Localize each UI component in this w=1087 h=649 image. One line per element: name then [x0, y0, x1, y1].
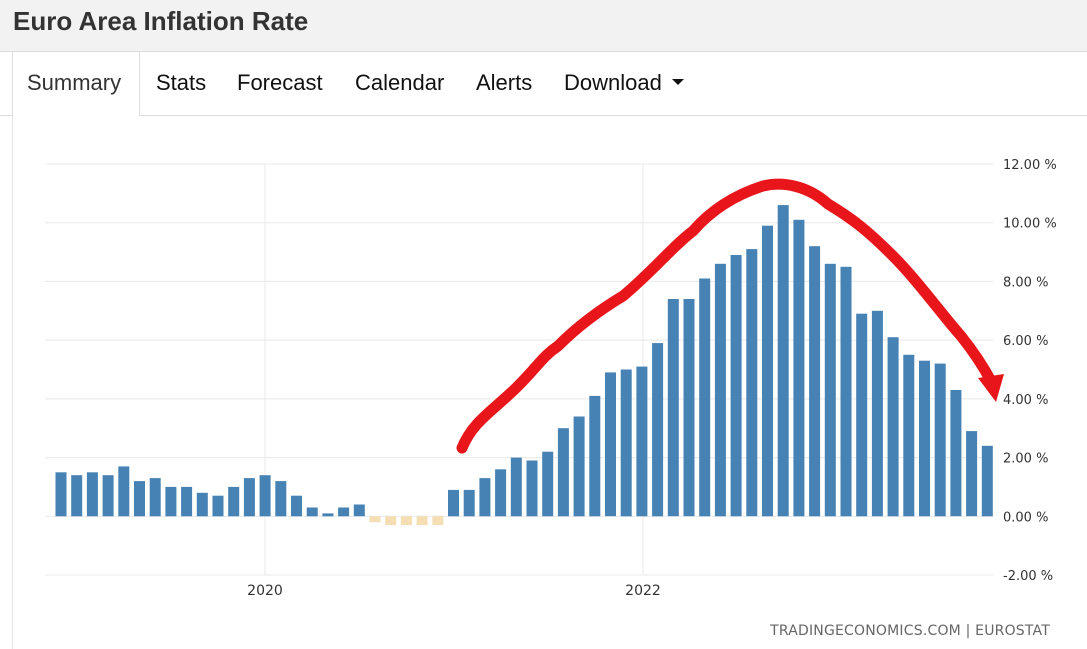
bar	[259, 475, 271, 517]
bar	[212, 495, 224, 517]
bar	[526, 460, 538, 517]
tab-alerts[interactable]: Alerts	[476, 70, 533, 95]
bar	[495, 469, 507, 517]
bar	[291, 495, 302, 517]
bar	[149, 478, 161, 517]
y-tick-label: -2.00 %	[1003, 569, 1053, 584]
x-tick-label: 2020	[247, 583, 283, 599]
bar-negative	[400, 516, 412, 526]
bar	[699, 278, 711, 517]
bar	[919, 360, 930, 517]
y-tick-label: 8.00 %	[1003, 275, 1048, 290]
bar	[275, 481, 287, 517]
bar	[887, 337, 899, 517]
bar	[746, 249, 758, 517]
bar-negative	[385, 516, 397, 526]
bar	[479, 478, 491, 517]
bar	[714, 263, 726, 517]
bar	[338, 507, 350, 517]
y-tick-label: 2.00 %	[1003, 452, 1048, 467]
tab-summary[interactable]: Summary	[12, 52, 140, 116]
bar	[71, 475, 83, 517]
bar	[196, 492, 208, 517]
tab-calendar[interactable]: Calendar	[355, 70, 445, 95]
bar	[934, 363, 946, 517]
bar	[871, 310, 883, 517]
bar	[777, 205, 789, 517]
bar-negative	[432, 516, 444, 526]
title-bar: Euro Area Inflation Rate	[0, 0, 1087, 52]
bar	[353, 504, 365, 517]
bar	[510, 457, 522, 517]
annotation-arrow	[456, 178, 997, 454]
bar	[605, 372, 616, 517]
bar	[228, 486, 240, 517]
source-label: TRADINGECONOMICS.COM | EUROSTAT	[770, 623, 1050, 639]
bar	[557, 428, 569, 517]
bar	[683, 299, 695, 517]
bar	[243, 478, 255, 517]
y-axis: 12.00 % 10.00 % 8.00 % 6.00 % 4.00 % 2.00 % 0.…	[1003, 158, 1057, 584]
bar	[165, 486, 177, 517]
annotation-arrowhead	[978, 374, 1004, 402]
bar	[824, 263, 836, 517]
y-tick-label: 12.00 %	[1003, 158, 1057, 173]
bar	[840, 266, 852, 517]
x-axis: 2020 2022	[247, 583, 661, 599]
bar	[463, 489, 475, 517]
bar	[652, 343, 664, 517]
y-tick-label: 6.00 %	[1003, 334, 1048, 349]
bar	[981, 445, 993, 517]
bar	[322, 513, 334, 517]
y-tick-label: 10.00 %	[1003, 217, 1057, 232]
tab-bar: Summary Stats Forecast Calendar Alerts D…	[0, 52, 1087, 116]
bar	[856, 313, 868, 517]
bar	[667, 299, 679, 517]
page-title: Euro Area Inflation Rate	[13, 6, 309, 36]
bar-negative	[416, 516, 428, 526]
bar	[102, 475, 114, 517]
bar	[950, 390, 962, 517]
tab-stats[interactable]: Stats	[156, 70, 207, 95]
bar	[118, 466, 130, 517]
bar	[730, 255, 742, 517]
bar	[86, 472, 98, 517]
bar	[589, 395, 601, 517]
tab-download[interactable]: Download	[564, 52, 684, 115]
chart-bars	[55, 205, 993, 526]
bar	[542, 451, 554, 517]
x-tick-label: 2022	[625, 583, 661, 599]
bar	[903, 354, 915, 517]
bar	[134, 481, 145, 517]
bar	[181, 486, 193, 517]
bar-negative	[369, 516, 381, 523]
bar	[636, 366, 648, 517]
bar	[966, 431, 978, 517]
bar	[809, 246, 821, 517]
bar	[55, 472, 67, 517]
bar	[573, 416, 585, 517]
caret-down-icon	[671, 79, 684, 86]
bar	[762, 225, 773, 517]
bar	[620, 369, 632, 517]
y-tick-label: 0.00 %	[1003, 510, 1048, 525]
chart-area: 12.00 % 10.00 % 8.00 % 6.00 % 4.00 % 2.00 % 0.…	[12, 116, 1087, 649]
bar	[306, 507, 318, 517]
tab-forecast[interactable]: Forecast	[237, 70, 323, 95]
tab-download-label: Download	[564, 70, 662, 95]
bar	[448, 489, 459, 517]
inflation-chart: 12.00 % 10.00 % 8.00 % 6.00 % 4.00 % 2.00 % 0.…	[45, 158, 1057, 599]
bar	[793, 219, 805, 517]
y-tick-label: 4.00 %	[1003, 393, 1048, 408]
